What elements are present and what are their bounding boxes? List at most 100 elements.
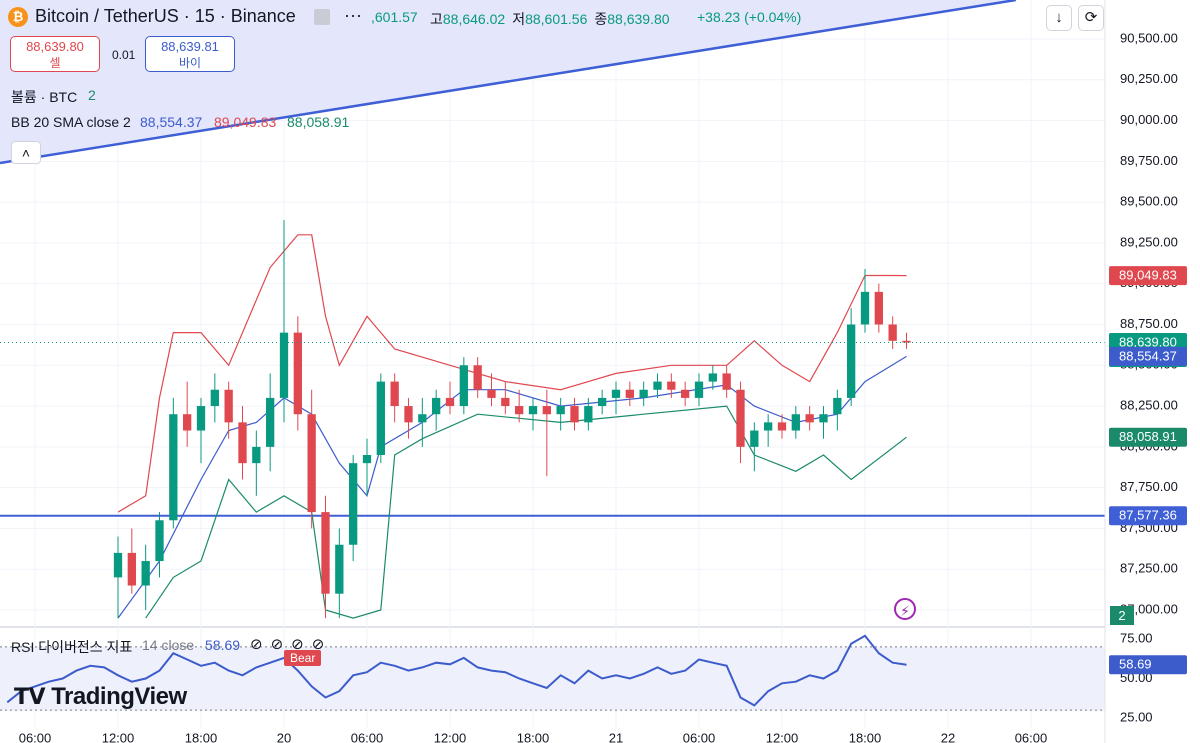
candle-body xyxy=(279,332,289,398)
candle-body xyxy=(777,422,787,431)
price-tag-label: 89,049.83 xyxy=(1119,268,1177,283)
ohlc-legend: 고88,646.02 저88,601.56 종88,639.80 xyxy=(430,9,677,29)
x-tick-label: 12:00 xyxy=(766,730,799,743)
buy-button[interactable]: 88,639.81 바이 xyxy=(145,36,235,72)
candle-body xyxy=(598,397,607,407)
symbol-icon[interactable] xyxy=(314,9,330,25)
indicator-line xyxy=(117,234,907,513)
candle-body xyxy=(321,512,330,594)
rsi-legend[interactable]: RSI 다이버전스 지표 xyxy=(11,639,133,655)
price-tag-label: 88,058.91 xyxy=(1119,429,1177,444)
sell-label: 셀 xyxy=(49,56,61,70)
candle-body xyxy=(764,422,773,431)
y-tick-label: 89,250.00 xyxy=(1120,234,1178,249)
indicator-line xyxy=(145,405,907,619)
rsi-params: 14 close xyxy=(142,637,195,653)
candle-body xyxy=(183,414,192,431)
y-tick-label: 88,750.00 xyxy=(1120,316,1178,331)
bb-legend[interactable]: BB 20 SMA close 2 xyxy=(11,114,131,130)
candle-body xyxy=(556,406,565,415)
price-tag xyxy=(1109,346,1187,366)
y-tick-label: 90,250.00 xyxy=(1120,71,1178,86)
ohlc-value: 88,639.80 xyxy=(607,11,670,27)
refresh-button[interactable]: ⟳ xyxy=(1078,5,1104,31)
price-tag xyxy=(1109,655,1187,675)
y-tick-label: 25.00 xyxy=(1120,710,1153,725)
ohlc-value: 88,646.02 xyxy=(442,11,506,27)
candle-body xyxy=(501,397,510,407)
candle-body xyxy=(445,397,455,407)
x-tick-label: 06:00 xyxy=(351,730,384,743)
candle-body xyxy=(238,422,247,464)
candle-body xyxy=(611,389,621,398)
candle-body xyxy=(390,381,399,407)
ohlc-label: 고 xyxy=(430,11,443,27)
spread: 0.01 xyxy=(112,48,136,62)
candle-body xyxy=(141,561,150,586)
x-tick-label: 12:00 xyxy=(434,730,467,743)
rsi-icons[interactable]: ⊘⊘⊘⊘ xyxy=(250,636,333,653)
sell-button[interactable]: 88,639.80 셀 xyxy=(10,36,100,72)
price-tag xyxy=(1109,506,1187,526)
alert-icon[interactable]: ⚡ xyxy=(894,598,916,620)
candle-body xyxy=(570,406,579,423)
candle-body xyxy=(349,463,358,545)
symbol-title[interactable]: Bitcoin / TetherUS · 15 · Binance xyxy=(35,6,296,26)
x-tick-label: 22 xyxy=(941,730,955,743)
change-value: +38.23 (+0.04%) xyxy=(697,9,802,25)
collapse-button[interactable]: ˄ xyxy=(11,141,41,164)
candle-body xyxy=(847,324,856,398)
y-tick-label: 87,750.00 xyxy=(1120,479,1178,494)
y-tick-label: 88,250.00 xyxy=(1120,397,1178,412)
more-button[interactable]: ··· xyxy=(344,5,362,25)
candle-body xyxy=(224,389,233,423)
candle-body xyxy=(902,340,911,343)
scroll-down-button[interactable]: ↓ xyxy=(1046,5,1072,31)
candle-body xyxy=(819,414,828,423)
candle-body xyxy=(362,455,372,464)
x-tick-label: 20 xyxy=(277,730,291,743)
candle-body xyxy=(169,414,178,521)
candle-body xyxy=(376,381,385,456)
x-tick-label: 21 xyxy=(609,730,623,743)
tradingview-logo[interactable]: 𝗧𝗩 TradingView xyxy=(14,683,187,710)
candle-body xyxy=(722,373,731,390)
x-tick-label: 12:00 xyxy=(102,730,135,743)
candle-body xyxy=(113,552,123,578)
candle-body xyxy=(210,389,219,407)
candle-body xyxy=(625,389,634,398)
candle-body xyxy=(528,406,538,415)
y-tick-label: 90,500.00 xyxy=(1120,30,1178,45)
candle-body xyxy=(155,520,164,562)
candle-body xyxy=(639,389,648,398)
price-tag-label: 87,577.36 xyxy=(1119,508,1177,523)
candle-body xyxy=(127,552,136,586)
candle-body xyxy=(888,324,897,341)
symbol-logo: ₿ xyxy=(8,7,28,27)
candle-body xyxy=(805,414,814,423)
candle-body xyxy=(791,414,800,431)
candle-body xyxy=(860,291,870,325)
buy-price: 88,639.81 xyxy=(161,39,219,54)
x-tick-label: 18:00 xyxy=(185,730,218,743)
candle-body xyxy=(307,414,316,513)
candle-body xyxy=(335,544,344,594)
candle-body xyxy=(694,381,704,398)
bb-upper-value: 89,049.83 xyxy=(214,114,277,130)
candle-body xyxy=(293,332,302,415)
bb-basis-value: 88,554.37 xyxy=(140,114,203,130)
x-tick-label: 06:00 xyxy=(19,730,52,743)
candle-body xyxy=(404,406,413,423)
candle-body xyxy=(736,389,745,447)
bear-label: Bear xyxy=(284,650,322,666)
y-tick-label: 87,000.00 xyxy=(1120,601,1178,616)
y-tick-label: 87,250.00 xyxy=(1120,561,1178,576)
candle-body xyxy=(750,430,759,447)
volume-legend[interactable]: 볼륨 · BTC xyxy=(11,89,78,105)
open-value: ,601.57 xyxy=(371,9,418,25)
volume-value: 2 xyxy=(88,87,96,103)
candle-body xyxy=(473,365,482,390)
ohlc-label: 종 xyxy=(594,11,608,27)
price-tag xyxy=(1109,427,1187,447)
